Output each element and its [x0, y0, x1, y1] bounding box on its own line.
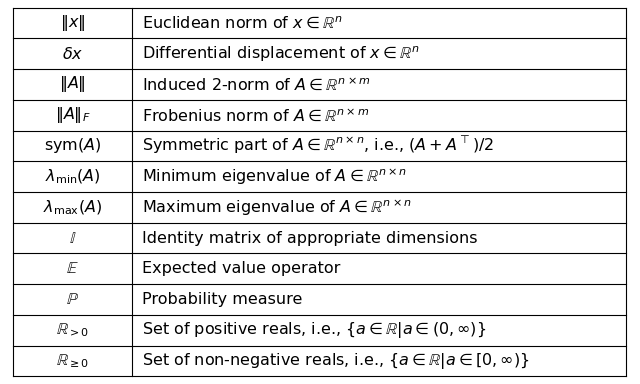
Text: $\mathbb{P}$: $\mathbb{P}$: [66, 292, 79, 307]
Text: $\delta x$: $\delta x$: [62, 46, 83, 62]
Text: $\|x\|$: $\|x\|$: [60, 13, 85, 33]
Text: Symmetric part of $A \in \mathbb{R}^{n \times n}$, i.e., $(A + A^\top)/2$: Symmetric part of $A \in \mathbb{R}^{n \…: [142, 135, 493, 157]
Text: Euclidean norm of $x \in \mathbb{R}^n$: Euclidean norm of $x \in \mathbb{R}^n$: [142, 15, 342, 31]
Text: Induced 2-norm of $A \in \mathbb{R}^{n \times m}$: Induced 2-norm of $A \in \mathbb{R}^{n \…: [142, 76, 371, 93]
Text: $\lambda_{\min}(A)$: $\lambda_{\min}(A)$: [45, 167, 100, 186]
Text: $\lambda_{\max}(A)$: $\lambda_{\max}(A)$: [43, 198, 102, 217]
Text: $\|A\|_F$: $\|A\|_F$: [54, 105, 90, 125]
Text: Set of non-negative reals, i.e., $\{a \in \mathbb{R} | a \in [0, \infty)\}$: Set of non-negative reals, i.e., $\{a \i…: [142, 351, 529, 371]
Text: $\mathbb{I}$: $\mathbb{I}$: [68, 230, 76, 246]
Text: Expected value operator: Expected value operator: [142, 261, 340, 276]
Text: Maximum eigenvalue of $A \in \mathbb{R}^{n \times n}$: Maximum eigenvalue of $A \in \mathbb{R}^…: [142, 197, 412, 217]
Text: $\mathbb{R}_{\geq 0}$: $\mathbb{R}_{\geq 0}$: [56, 352, 89, 370]
Text: Minimum eigenvalue of $A \in \mathbb{R}^{n \times n}$: Minimum eigenvalue of $A \in \mathbb{R}^…: [142, 167, 407, 187]
Text: Identity matrix of appropriate dimensions: Identity matrix of appropriate dimension…: [142, 230, 477, 246]
Text: $\mathrm{sym}(A)$: $\mathrm{sym}(A)$: [44, 136, 101, 156]
Text: $\|A\|$: $\|A\|$: [59, 74, 86, 94]
Text: Differential displacement of $x \in \mathbb{R}^n$: Differential displacement of $x \in \mat…: [142, 44, 420, 64]
Text: $\mathbb{E}$: $\mathbb{E}$: [66, 261, 79, 276]
Text: Frobenius norm of $A \in \mathbb{R}^{n \times m}$: Frobenius norm of $A \in \mathbb{R}^{n \…: [142, 107, 369, 124]
Text: Probability measure: Probability measure: [142, 292, 302, 307]
Text: Set of positive reals, i.e., $\{a \in \mathbb{R} | a \in (0, \infty)\}$: Set of positive reals, i.e., $\{a \in \m…: [142, 320, 486, 340]
Text: $\mathbb{R}_{>0}$: $\mathbb{R}_{>0}$: [56, 321, 89, 339]
